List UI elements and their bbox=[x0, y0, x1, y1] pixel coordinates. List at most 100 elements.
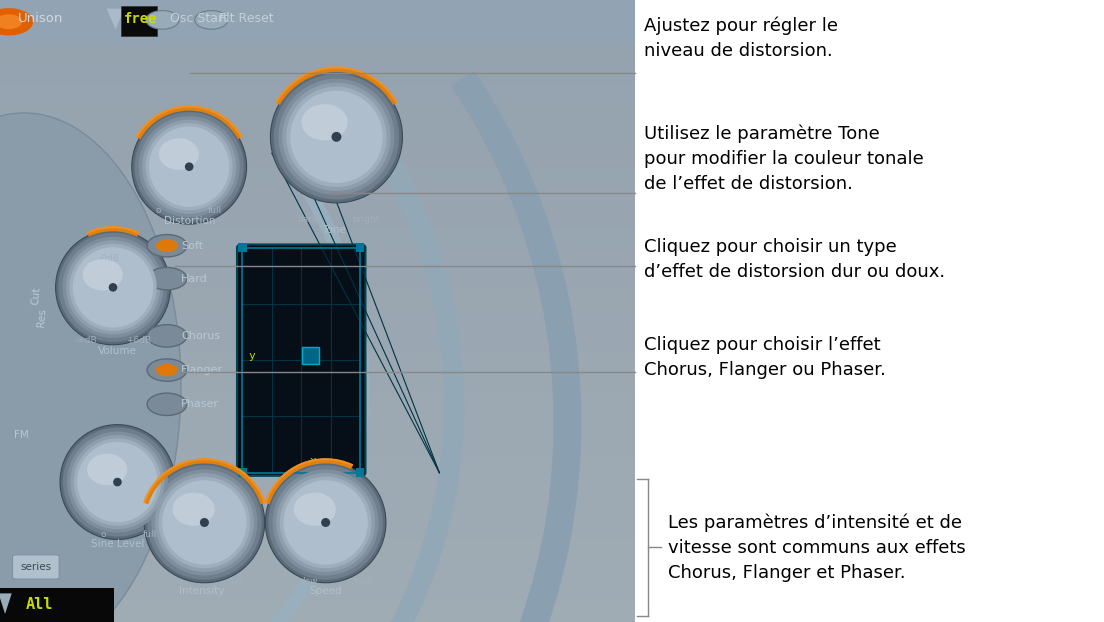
Text: Hard: Hard bbox=[181, 274, 208, 284]
Ellipse shape bbox=[286, 86, 386, 187]
Text: o: o bbox=[177, 577, 182, 586]
Text: dark: dark bbox=[297, 215, 317, 224]
Bar bbox=[0, 415, 635, 435]
Bar bbox=[0, 145, 635, 166]
Circle shape bbox=[156, 364, 178, 376]
FancyBboxPatch shape bbox=[120, 6, 158, 36]
Bar bbox=[0, 498, 635, 518]
Ellipse shape bbox=[87, 453, 127, 485]
Ellipse shape bbox=[294, 493, 336, 526]
Bar bbox=[0, 477, 635, 498]
Bar bbox=[0, 435, 635, 456]
Ellipse shape bbox=[55, 230, 170, 345]
Circle shape bbox=[147, 234, 187, 257]
Polygon shape bbox=[107, 9, 125, 29]
Bar bbox=[0, 290, 635, 311]
Bar bbox=[0, 332, 635, 353]
Ellipse shape bbox=[73, 247, 153, 328]
Text: Phaser: Phaser bbox=[181, 399, 219, 409]
Text: Cut: Cut bbox=[31, 286, 42, 305]
Text: Flanger: Flanger bbox=[181, 365, 223, 375]
Text: bright: bright bbox=[352, 215, 380, 224]
Bar bbox=[0, 269, 635, 290]
Text: free: free bbox=[124, 12, 157, 26]
Bar bbox=[0, 166, 635, 187]
Ellipse shape bbox=[283, 83, 391, 191]
Text: Osc Start: Osc Start bbox=[170, 12, 229, 25]
Text: Flt Reset: Flt Reset bbox=[219, 12, 274, 25]
Ellipse shape bbox=[149, 126, 230, 207]
Ellipse shape bbox=[60, 425, 174, 539]
Text: Speed: Speed bbox=[309, 586, 342, 596]
Bar bbox=[0, 42, 635, 62]
Bar bbox=[301, 347, 319, 364]
Ellipse shape bbox=[146, 123, 233, 210]
Ellipse shape bbox=[113, 478, 121, 486]
Text: o: o bbox=[100, 531, 106, 539]
Bar bbox=[0, 83, 635, 104]
Ellipse shape bbox=[147, 465, 262, 580]
Bar bbox=[0, 373, 635, 394]
Circle shape bbox=[147, 359, 187, 381]
Circle shape bbox=[194, 11, 227, 29]
Bar bbox=[238, 243, 247, 252]
Text: -∞dB: -∞dB bbox=[75, 337, 97, 345]
Ellipse shape bbox=[67, 432, 168, 532]
Text: o: o bbox=[156, 206, 161, 215]
Ellipse shape bbox=[276, 473, 375, 572]
Ellipse shape bbox=[279, 476, 371, 569]
Text: Res: Res bbox=[35, 307, 47, 327]
Bar bbox=[0, 311, 635, 332]
FancyBboxPatch shape bbox=[237, 244, 365, 476]
Circle shape bbox=[147, 325, 187, 347]
Text: full: full bbox=[209, 206, 223, 215]
Bar bbox=[0, 560, 635, 580]
Text: full: full bbox=[229, 577, 243, 586]
Bar bbox=[0, 580, 635, 601]
Ellipse shape bbox=[83, 259, 123, 290]
Bar bbox=[0, 353, 635, 373]
Ellipse shape bbox=[71, 435, 164, 529]
Bar bbox=[0, 62, 635, 83]
Bar bbox=[0, 601, 635, 622]
Text: FM: FM bbox=[14, 430, 29, 440]
Ellipse shape bbox=[321, 518, 330, 527]
Ellipse shape bbox=[145, 462, 265, 583]
Text: Unison: Unison bbox=[18, 12, 63, 25]
Circle shape bbox=[0, 8, 33, 35]
Ellipse shape bbox=[159, 476, 251, 569]
Bar bbox=[0, 21, 635, 42]
Bar bbox=[355, 243, 364, 252]
Text: Ajustez pour régler le
niveau de distorsion.: Ajustez pour régler le niveau de distors… bbox=[644, 17, 838, 60]
Text: Tone: Tone bbox=[322, 225, 347, 235]
Circle shape bbox=[156, 239, 178, 252]
Text: Cliquez pour choisir l’effet
Chorus, Flanger ou Phaser.: Cliquez pour choisir l’effet Chorus, Fla… bbox=[644, 336, 885, 379]
Ellipse shape bbox=[284, 480, 368, 565]
Ellipse shape bbox=[331, 132, 341, 142]
Ellipse shape bbox=[139, 116, 240, 217]
Text: Sine Level: Sine Level bbox=[91, 539, 145, 549]
Ellipse shape bbox=[0, 113, 181, 622]
Ellipse shape bbox=[155, 473, 254, 572]
Bar bbox=[0, 394, 635, 415]
Bar bbox=[0, 0, 635, 45]
Bar bbox=[0, 539, 635, 560]
Ellipse shape bbox=[301, 104, 348, 141]
Ellipse shape bbox=[159, 138, 199, 170]
Bar bbox=[243, 248, 360, 473]
Text: Chorus: Chorus bbox=[181, 331, 220, 341]
Bar bbox=[0, 249, 635, 269]
Bar bbox=[0, 187, 635, 207]
Circle shape bbox=[147, 267, 187, 290]
Text: Intensity: Intensity bbox=[179, 586, 224, 596]
Text: low: low bbox=[302, 577, 318, 586]
Circle shape bbox=[146, 11, 179, 29]
Ellipse shape bbox=[131, 109, 246, 224]
Ellipse shape bbox=[63, 427, 172, 537]
Text: Cliquez pour choisir un type
d’effet de distorsion dur ou doux.: Cliquez pour choisir un type d’effet de … bbox=[644, 238, 945, 282]
Text: y: y bbox=[248, 351, 255, 361]
Ellipse shape bbox=[184, 162, 193, 171]
Ellipse shape bbox=[70, 244, 157, 331]
Text: Utilisez le paramètre Tone
pour modifier la couleur tonale
de l’effet de distors: Utilisez le paramètre Tone pour modifier… bbox=[644, 124, 923, 193]
Ellipse shape bbox=[172, 493, 214, 526]
